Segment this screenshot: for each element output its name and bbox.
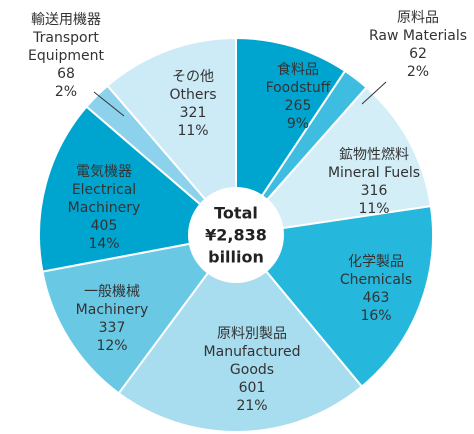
value-label: 601 (239, 380, 266, 396)
percent-label: 12% (96, 338, 127, 354)
label-en: Manufactured Goods (204, 344, 301, 378)
value-label: 405 (91, 218, 118, 234)
label-en: Machinery (76, 302, 149, 318)
value-label: 321 (180, 105, 207, 121)
slice (106, 36, 237, 238)
value-label: 68 (57, 66, 75, 82)
percent-label: 11% (177, 123, 208, 139)
center-label: billion (208, 248, 264, 267)
label-ja: 食料品 (277, 61, 319, 78)
label-en: Foodstuff (266, 80, 331, 96)
label-en: Others (169, 87, 216, 103)
percent-label: 21% (236, 398, 267, 414)
label-ja: 原料品 (397, 10, 439, 26)
label-en: Chemicals (340, 272, 412, 288)
percent-label: 9% (287, 116, 309, 132)
leader-line (93, 91, 125, 117)
label-en: Mineral Fuels (328, 165, 420, 181)
percent-label: 2% (55, 84, 77, 100)
label-ja: その他 (172, 69, 214, 85)
center-label: ¥2,838 (205, 226, 267, 245)
center-hole (188, 187, 284, 283)
label-ja: 一般機械 (84, 284, 140, 300)
slice (41, 233, 239, 395)
label-en: Electrical Machinery (68, 182, 141, 216)
label-ja: 鉱物性燃料 (339, 146, 409, 163)
value-label: 316 (361, 183, 388, 199)
value-label: 265 (285, 98, 312, 114)
label-ja: 電気機器 (76, 164, 132, 180)
leader-line (361, 81, 387, 105)
slice (234, 204, 434, 388)
percent-label: 14% (88, 236, 119, 252)
center-label: Total (214, 204, 258, 223)
slice (233, 85, 433, 237)
value-label: 463 (363, 290, 390, 306)
percent-label: 16% (360, 308, 391, 324)
label-en: Transport Equipment (28, 30, 105, 64)
slice (117, 233, 364, 433)
label-en: Raw Materials (369, 28, 467, 44)
value-label: 62 (409, 46, 427, 62)
percent-label: 11% (358, 201, 389, 217)
label-ja: 化学製品 (348, 254, 404, 270)
value-label: 337 (99, 320, 126, 336)
label-ja: 輸送用機器 (31, 12, 101, 28)
slice (235, 36, 347, 239)
percent-label: 2% (407, 64, 429, 80)
label-ja: 原料別製品 (217, 326, 287, 342)
slice (38, 105, 239, 273)
